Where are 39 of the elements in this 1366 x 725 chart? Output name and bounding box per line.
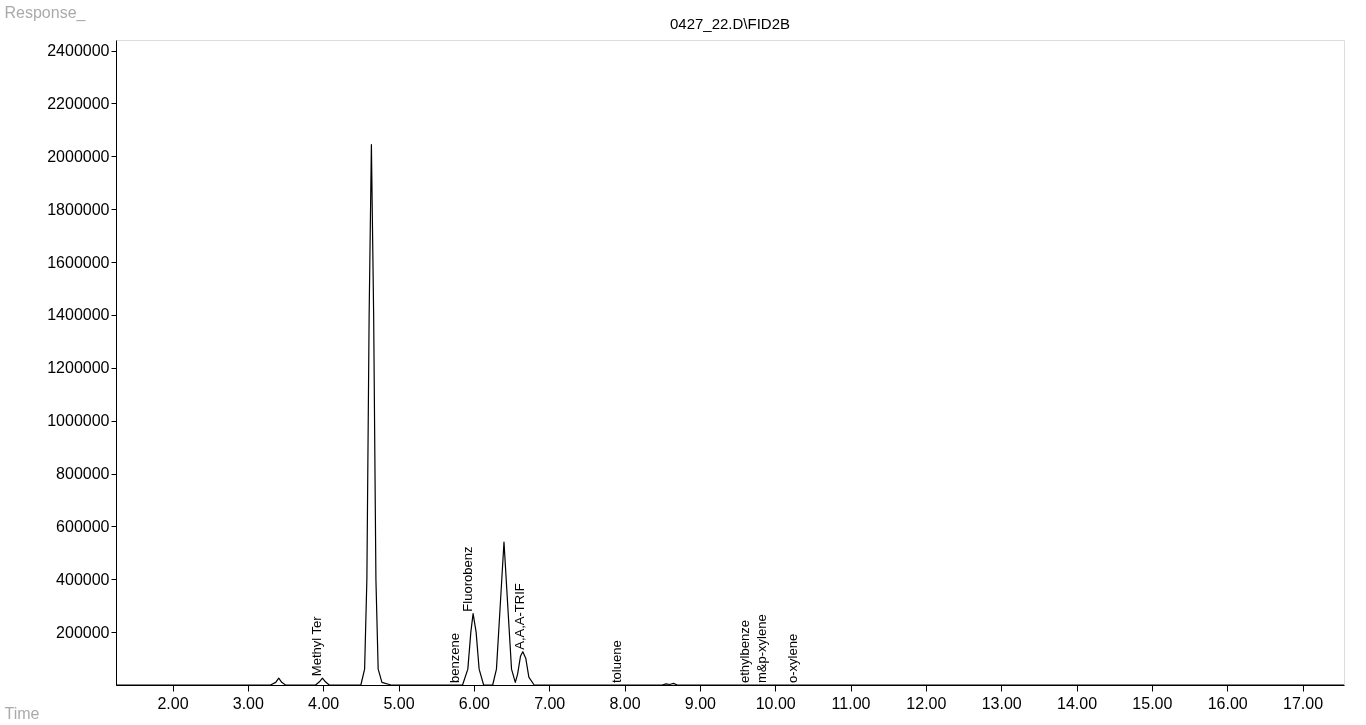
x-tick-label: 7.00 [534, 694, 566, 712]
y-tick-label: 1400000 [47, 306, 110, 324]
x-tick-label: 6.00 [458, 694, 491, 712]
x-tick-label: 17.00 [1283, 694, 1324, 712]
y-axis-title: Response_ [4, 3, 87, 22]
x-tick-label: 3.00 [232, 694, 265, 712]
x-tick-label: 4.00 [308, 694, 340, 712]
annotation: o-xylene [784, 633, 800, 683]
y-tick-label: 600000 [56, 517, 110, 535]
x-tick-label: 16.00 [1207, 694, 1248, 712]
y-tick-label: 2200000 [47, 94, 110, 112]
x-axis-title: Time [4, 704, 40, 722]
x-tick-label: 15.00 [1132, 694, 1173, 712]
chart-title: 0427_22.D\FID2B [669, 15, 791, 32]
y-tick-label: 1000000 [47, 412, 110, 430]
y-tick-label: 1600000 [47, 253, 110, 271]
x-tick-label: 8.00 [609, 694, 641, 712]
y-tick-label: 200000 [56, 623, 110, 641]
x-tick-label: 5.00 [383, 694, 415, 712]
annotation: Methyl Ter [309, 615, 325, 677]
x-tick-label: 13.00 [981, 694, 1022, 712]
annotation: toluene [608, 640, 624, 683]
y-tick-label: 400000 [56, 570, 110, 588]
y-tick-label: 1200000 [47, 359, 110, 377]
annotation: ethylbenze [736, 620, 752, 683]
x-tick-label: 9.00 [684, 694, 717, 712]
x-tick-label: 11.00 [831, 694, 871, 712]
x-tick-label: 10.00 [755, 694, 796, 712]
y-tick-label: 2400000 [47, 42, 110, 60]
x-tick-label: 14.00 [1057, 694, 1098, 712]
annotation: benzene [447, 633, 463, 683]
x-tick-label: 12.00 [906, 694, 947, 712]
x-tick-label: 2.00 [157, 694, 189, 712]
annotation: A,A,A-TRIF [512, 583, 528, 650]
y-tick-label: 800000 [56, 465, 110, 483]
annotation: Fluorobenz [460, 546, 476, 612]
y-tick-label: 1800000 [47, 200, 110, 218]
annotation: m&p-xylene [753, 614, 769, 683]
y-tick-label: 2000000 [47, 147, 110, 165]
